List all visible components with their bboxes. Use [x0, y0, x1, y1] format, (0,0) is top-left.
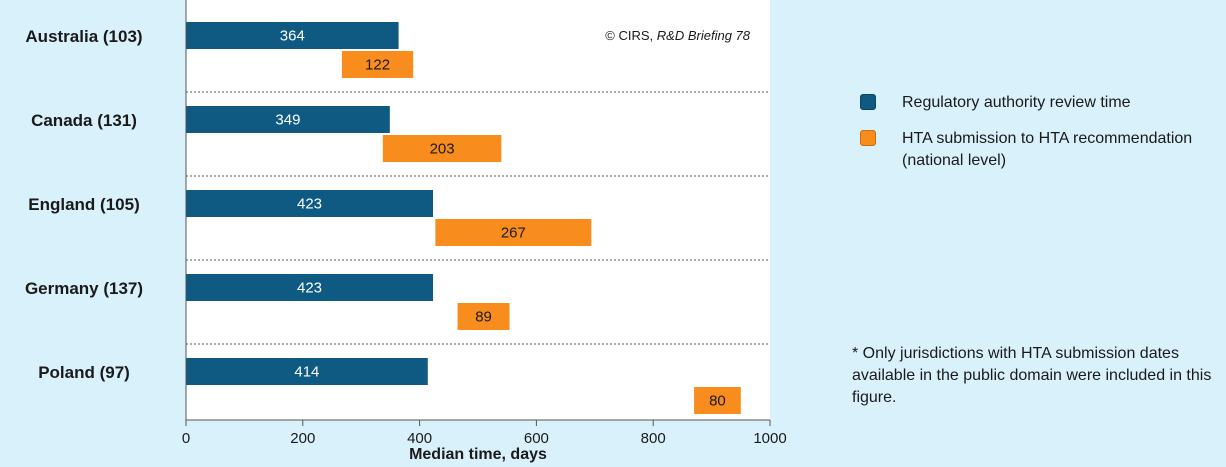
bar-value-label: 122	[365, 57, 390, 74]
legend-swatch-regulatory	[860, 94, 876, 110]
x-tick-label: 1000	[753, 430, 786, 447]
legend-item-hta: HTA submission to HTA recommendation (na…	[860, 128, 1220, 172]
legend-label-regulatory: Regulatory authority review time	[902, 94, 1131, 111]
x-tick-label: 800	[641, 430, 666, 447]
x-axis-title: Median time, days	[409, 446, 547, 463]
bar-value-label: 364	[280, 28, 305, 45]
bar-regulatory	[186, 358, 428, 385]
bar-value-label: 89	[475, 309, 492, 326]
x-tick-label: 600	[524, 430, 549, 447]
footnote: * Only jurisdictions with HTA submission…	[852, 345, 1212, 406]
category-separators	[186, 91, 770, 345]
bar-hta	[694, 387, 741, 414]
bar-value-label: 203	[430, 141, 455, 158]
bars: 364 122 349 203 423 267 423 89 414 80	[186, 22, 741, 414]
bar-value-label: 267	[501, 225, 526, 242]
category-label: England (105)	[28, 195, 139, 214]
bar-value-label: 423	[297, 280, 322, 297]
bar-value-label: 423	[297, 196, 322, 213]
legend-item-regulatory: Regulatory authority review time	[860, 92, 1220, 114]
bar-value-label: 349	[275, 112, 300, 129]
legend-swatch-hta	[860, 130, 876, 146]
copyright-source: R&D Briefing 78	[657, 28, 751, 43]
bar-hta	[382, 135, 502, 162]
bar-regulatory	[186, 106, 390, 133]
legend-label-hta: HTA submission to HTA recommendation (na…	[902, 130, 1193, 169]
x-tick-label: 400	[407, 430, 432, 447]
x-tick-label: 200	[290, 430, 315, 447]
category-labels: Australia (103) Canada (131) England (105)…	[25, 27, 143, 382]
bar-hta	[457, 303, 510, 330]
category-label: Germany (137)	[25, 279, 143, 298]
copyright-note: © CIRS, R&D Briefing 78	[605, 28, 750, 43]
bar-hta	[341, 51, 414, 78]
legend: Regulatory authority review time HTA sub…	[860, 92, 1220, 186]
category-label: Australia (103)	[25, 27, 142, 46]
copyright-text: © CIRS,	[605, 28, 656, 43]
bar-value-label: 80	[709, 393, 726, 410]
x-tick-label: 0	[182, 430, 190, 447]
category-label: Canada (131)	[31, 111, 137, 130]
bar-regulatory	[186, 190, 434, 217]
x-axis-ticks: 0 200 400 600 800 1000	[182, 420, 787, 447]
bar-regulatory	[186, 22, 399, 49]
bar-hta	[435, 219, 592, 246]
bar-value-label: 414	[294, 364, 319, 381]
bar-regulatory	[186, 274, 434, 301]
category-label: Poland (97)	[38, 363, 130, 382]
